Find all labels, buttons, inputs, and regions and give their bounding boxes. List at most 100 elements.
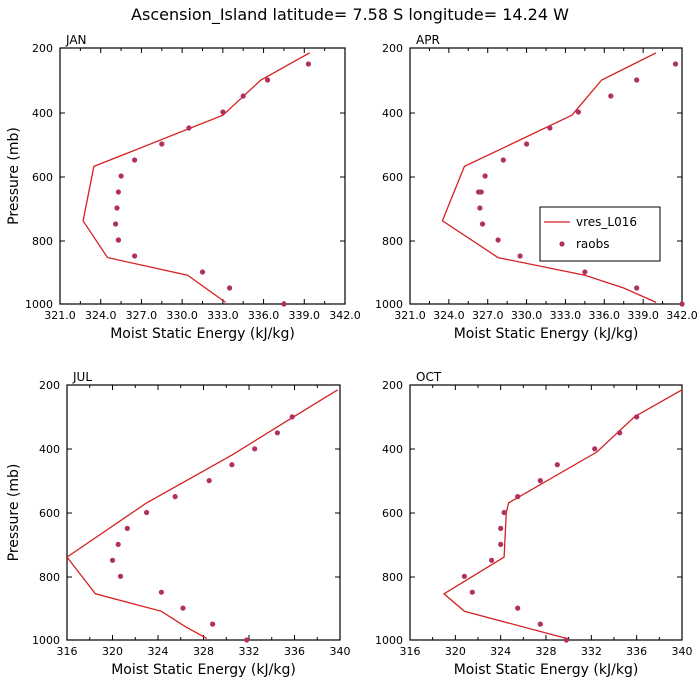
legend-label: raobs bbox=[576, 237, 610, 251]
series-line-vres_l016 bbox=[82, 52, 311, 303]
raobs-point bbox=[229, 462, 235, 468]
plot-frame bbox=[409, 384, 683, 641]
raobs-point bbox=[159, 141, 165, 147]
raobs-point bbox=[537, 478, 543, 484]
y-tick-label: 1000 bbox=[32, 634, 60, 647]
raobs-point bbox=[515, 605, 521, 611]
y-tick-label: 200 bbox=[382, 379, 403, 392]
x-tick-label: 327.0 bbox=[472, 309, 504, 322]
raobs-point bbox=[118, 173, 124, 179]
raobs-point bbox=[679, 301, 685, 307]
y-tick-label: 1000 bbox=[25, 298, 53, 311]
raobs-point bbox=[305, 61, 311, 67]
x-tick-label: 328 bbox=[193, 645, 214, 658]
y-tick-label: 200 bbox=[39, 379, 60, 392]
raobs-point bbox=[672, 61, 679, 67]
y-tick-label: 800 bbox=[382, 571, 403, 584]
x-tick-label: 330.0 bbox=[511, 309, 543, 322]
raobs-point bbox=[500, 157, 506, 163]
raobs-point bbox=[132, 253, 138, 259]
raobs-point bbox=[132, 157, 138, 163]
legend-box bbox=[539, 206, 661, 262]
x-tick-label: 333.0 bbox=[550, 309, 582, 322]
panel-label: JUL bbox=[72, 370, 92, 384]
x-axis-label: Moist Static Energy (kJ/kg) bbox=[111, 662, 296, 678]
legend-point-swatch bbox=[559, 241, 565, 247]
raobs-point bbox=[524, 141, 530, 147]
raobs-point bbox=[172, 494, 178, 500]
y-tick-label: 800 bbox=[39, 571, 60, 584]
x-axis-label: Moist Static Energy (kJ/kg) bbox=[454, 662, 639, 678]
raobs-point bbox=[469, 589, 475, 595]
raobs-point bbox=[634, 77, 640, 83]
y-tick-label: 600 bbox=[32, 171, 53, 184]
raobs-point bbox=[115, 237, 121, 243]
x-tick-label: 324 bbox=[490, 645, 511, 658]
x-tick-label: 342.0 bbox=[666, 309, 698, 322]
x-tick-label: 324.0 bbox=[85, 309, 117, 322]
raobs-point bbox=[517, 253, 523, 259]
raobs-point bbox=[240, 93, 246, 99]
raobs-point bbox=[461, 573, 467, 579]
x-tick-label: 332 bbox=[239, 645, 260, 658]
x-tick-label: 340 bbox=[330, 645, 351, 658]
panel-label: OCT bbox=[416, 370, 442, 384]
x-tick-label: 316 bbox=[57, 645, 78, 658]
raobs-point bbox=[281, 301, 287, 307]
raobs-point bbox=[563, 637, 570, 643]
raobs-point bbox=[482, 173, 488, 179]
y-tick-label: 400 bbox=[32, 107, 53, 120]
raobs-point bbox=[634, 285, 640, 291]
raobs-point bbox=[113, 221, 119, 227]
x-tick-label: 321.0 bbox=[44, 309, 76, 322]
plot-frame bbox=[59, 47, 346, 305]
y-tick-label: 400 bbox=[39, 443, 60, 456]
raobs-point bbox=[575, 109, 582, 115]
x-tick-label: 336 bbox=[284, 645, 305, 658]
x-tick-label: 342.0 bbox=[329, 309, 361, 322]
x-tick-label: 328 bbox=[536, 645, 557, 658]
legend-label: vres_L016 bbox=[576, 215, 637, 229]
raobs-point bbox=[199, 269, 206, 275]
y-tick-label: 1000 bbox=[375, 634, 403, 647]
x-tick-label: 332 bbox=[581, 645, 602, 658]
series-line-vres_l016 bbox=[442, 389, 683, 640]
plot-frame bbox=[66, 384, 341, 641]
raobs-point bbox=[244, 637, 250, 643]
x-axis-label: Moist Static Energy (kJ/kg) bbox=[110, 326, 295, 342]
raobs-point bbox=[115, 541, 121, 548]
raobs-point bbox=[476, 189, 482, 195]
y-axis-label: Pressure (mb) bbox=[6, 464, 22, 562]
raobs-point bbox=[547, 125, 553, 131]
panels: 321.0 324.0 327.0 330.0 333.0 336.0 339.0 342.0… bbox=[6, 33, 698, 678]
raobs-point bbox=[227, 285, 233, 291]
y-tick-label: 1000 bbox=[375, 298, 403, 311]
raobs-point bbox=[592, 446, 598, 452]
x-tick-label: 333.0 bbox=[207, 309, 239, 322]
raobs-point bbox=[124, 525, 130, 532]
x-tick-label: 327.0 bbox=[126, 309, 158, 322]
y-tick-label: 800 bbox=[382, 235, 403, 248]
y-tick-label: 600 bbox=[382, 507, 403, 520]
y-tick-label: 600 bbox=[382, 171, 403, 184]
raobs-point bbox=[109, 557, 116, 563]
raobs-point bbox=[117, 573, 124, 579]
x-tick-label: 339.0 bbox=[627, 309, 659, 322]
raobs-point bbox=[158, 589, 164, 595]
raobs-point bbox=[634, 414, 640, 420]
y-tick-label: 400 bbox=[382, 443, 403, 456]
raobs-point bbox=[495, 237, 501, 243]
x-tick-label: 324.0 bbox=[433, 309, 465, 322]
x-tick-label: 339.0 bbox=[289, 309, 321, 322]
x-tick-label: 316 bbox=[400, 645, 421, 658]
raobs-point bbox=[608, 93, 614, 99]
y-axis-label: Pressure (mb) bbox=[6, 127, 22, 225]
raobs-point bbox=[186, 125, 192, 131]
panel-label: JAN bbox=[65, 33, 87, 47]
y-tick-label: 200 bbox=[32, 42, 53, 55]
raobs-point bbox=[554, 462, 560, 468]
raobs-point bbox=[489, 557, 495, 563]
x-tick-label: 330.0 bbox=[166, 309, 198, 322]
x-tick-label: 320 bbox=[445, 645, 466, 658]
